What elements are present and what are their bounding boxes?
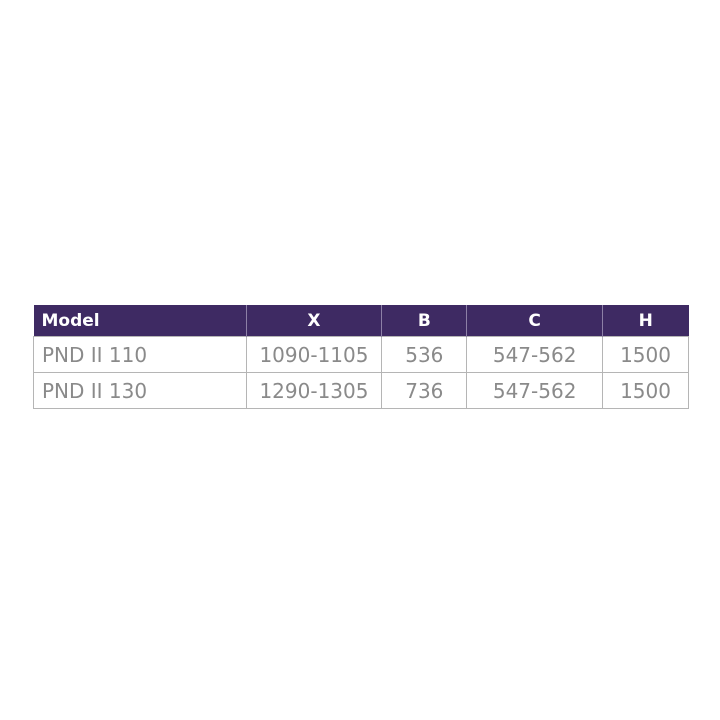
- cell-x: 1290-1305: [245, 372, 383, 409]
- cell-c: 547-562: [466, 372, 604, 409]
- cell-model: PND II 110: [33, 336, 247, 373]
- dimensions-table: Model X B C H PND II 110 1090-1105 536 5…: [33, 305, 689, 409]
- header-model: Model: [33, 305, 247, 337]
- cell-b: 736: [381, 372, 468, 409]
- header-h: H: [602, 305, 689, 337]
- header-c: C: [466, 305, 603, 337]
- cell-h: 1500: [602, 372, 689, 409]
- cell-h: 1500: [602, 336, 689, 373]
- cell-c: 547-562: [466, 336, 604, 373]
- cell-b: 536: [381, 336, 468, 373]
- header-x: X: [245, 305, 382, 337]
- table-row: PND II 130 1290-1305 736 547-562 1500: [33, 372, 689, 409]
- cell-model: PND II 130: [33, 372, 247, 409]
- cell-x: 1090-1105: [245, 336, 383, 373]
- table-row: PND II 110 1090-1105 536 547-562 1500: [33, 336, 689, 373]
- header-b: B: [381, 305, 467, 337]
- header-row: Model X B C H: [33, 305, 689, 337]
